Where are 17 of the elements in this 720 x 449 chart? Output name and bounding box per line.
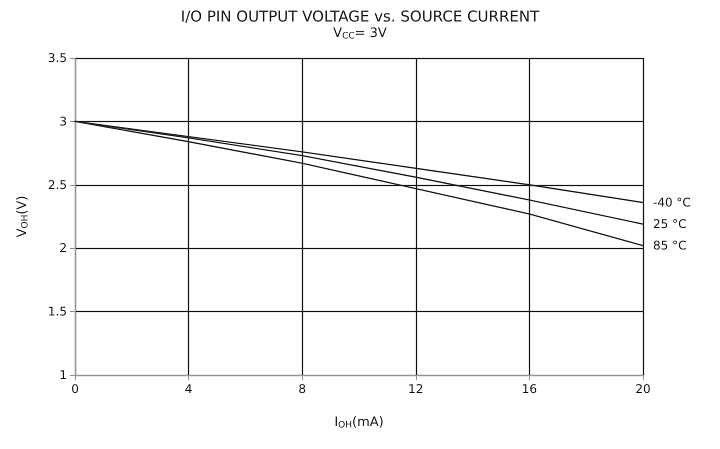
x-tick-label: 0 xyxy=(71,382,79,396)
chart-title: I/O PIN OUTPUT VOLTAGE vs. SOURCE CURRENT xyxy=(180,8,540,26)
x-tick-label: 12 xyxy=(408,382,424,396)
series-label: 25 °C xyxy=(653,217,686,232)
y-tick-label: 2.5 xyxy=(48,178,67,192)
series-label: -40 °C xyxy=(653,196,691,210)
y-tick-label: 3 xyxy=(59,114,67,128)
series-label: 85 °C xyxy=(653,238,686,253)
y-axis-title: VOH(V) xyxy=(15,196,30,238)
y-tick-label: 3.5 xyxy=(48,51,67,65)
x-tick-label: 8 xyxy=(298,382,306,396)
x-tick-label: 20 xyxy=(635,382,651,396)
y-tick-label: 1 xyxy=(59,368,67,382)
x-tick-label: 16 xyxy=(522,382,538,396)
y-tick-label: 2 xyxy=(59,241,67,256)
x-tick-label: 4 xyxy=(184,382,192,396)
y-tick-label: 1.5 xyxy=(48,304,67,319)
